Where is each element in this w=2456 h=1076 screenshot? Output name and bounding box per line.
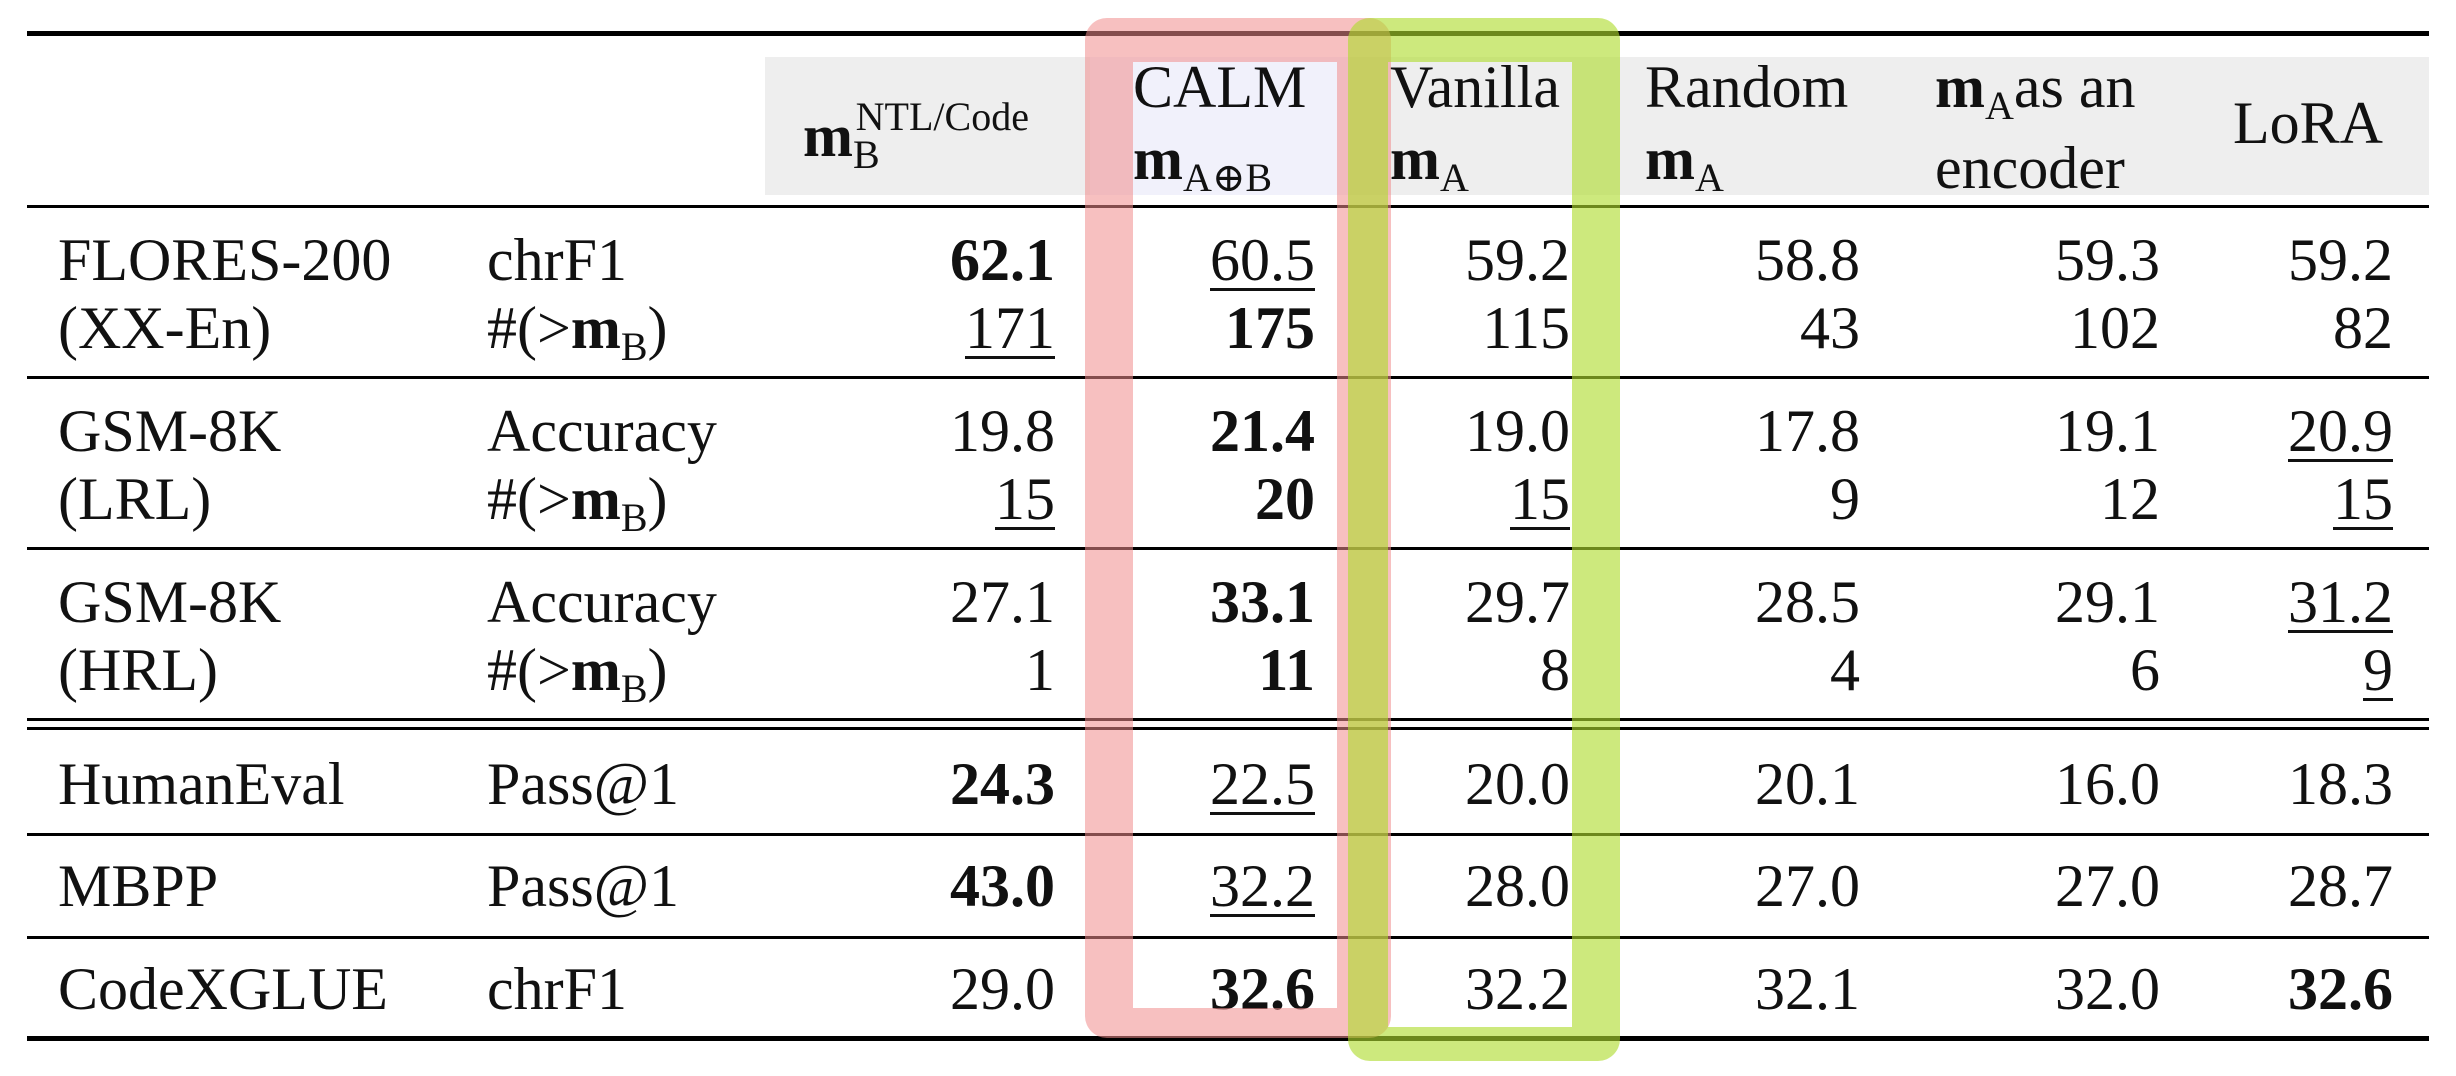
value-cell: 59.2 — [2288, 227, 2393, 293]
row-rule — [27, 936, 2429, 939]
value-cell: 19.0 — [1465, 398, 1570, 464]
dataset-label: MBPP — [58, 853, 219, 919]
value-cell: 29.0 — [950, 956, 1055, 1022]
value-cell: 62.1 — [950, 227, 1055, 293]
value-cell: 43 — [1800, 295, 1860, 361]
value-cell: 27.0 — [1755, 853, 1860, 919]
row-rule — [27, 376, 2429, 379]
value-cell: 9 — [2363, 637, 2393, 703]
dataset-label: (LRL) — [58, 466, 212, 532]
value-cell: 32.2 — [1210, 853, 1315, 919]
metric-label: Accuracy — [487, 569, 717, 635]
dataset-label: GSM-8K — [58, 398, 282, 464]
header-encoder: mAas an encoder — [1935, 54, 2136, 201]
vanilla-highlight-box — [1348, 18, 1620, 1061]
calm-highlight-box — [1085, 18, 1391, 1038]
metric-label: #(>mB) — [487, 637, 668, 711]
value-cell: 8 — [1540, 637, 1570, 703]
metric-label: chrF1 — [487, 227, 627, 293]
row-rule — [27, 547, 2429, 550]
metric-label: Pass@1 — [487, 751, 679, 817]
value-cell: 32.2 — [1465, 956, 1570, 1022]
value-cell: 20.9 — [2288, 398, 2393, 464]
value-cell: 22.5 — [1210, 751, 1315, 817]
value-cell: 59.3 — [2055, 227, 2160, 293]
bottom-rule — [27, 1036, 2429, 1041]
header-lora: LoRA — [2233, 90, 2383, 156]
dataset-label: FLORES-200 — [58, 227, 392, 293]
value-cell: 43.0 — [950, 853, 1055, 919]
value-cell: 32.0 — [2055, 956, 2160, 1022]
value-cell: 6 — [2130, 637, 2160, 703]
value-cell: 21.4 — [1210, 398, 1315, 464]
header-shade-mb — [765, 57, 1090, 195]
value-cell: 32.1 — [1755, 956, 1860, 1022]
value-cell: 27.0 — [2055, 853, 2160, 919]
value-cell: 28.7 — [2288, 853, 2393, 919]
value-cell: 15 — [995, 466, 1055, 532]
value-cell: 20 — [1255, 466, 1315, 532]
value-cell: 175 — [1225, 295, 1315, 361]
value-cell: 33.1 — [1210, 569, 1315, 635]
header-calm: CALM mA⊕B — [1133, 54, 1307, 200]
metric-label: Pass@1 — [487, 853, 679, 919]
header-rule — [27, 205, 2429, 208]
row-rule — [27, 833, 2429, 836]
value-cell: 17.8 — [1755, 398, 1860, 464]
value-cell: 31.2 — [2288, 569, 2393, 635]
header-shade-rest — [1350, 57, 2429, 195]
metric-label: #(>mB) — [487, 295, 668, 369]
value-cell: 32.6 — [2288, 956, 2393, 1022]
value-cell: 82 — [2333, 295, 2393, 361]
value-cell: 15 — [1510, 466, 1570, 532]
value-cell: 28.5 — [1755, 569, 1860, 635]
value-cell: 19.8 — [950, 398, 1055, 464]
value-cell: 18.3 — [2288, 751, 2393, 817]
value-cell: 29.7 — [1465, 569, 1570, 635]
value-cell: 9 — [1830, 466, 1860, 532]
dataset-label: GSM-8K — [58, 569, 282, 635]
row-rule — [27, 727, 2429, 730]
value-cell: 11 — [1258, 637, 1315, 703]
value-cell: 60.5 — [1210, 227, 1315, 293]
value-cell: 102 — [2070, 295, 2160, 361]
value-cell: 20.1 — [1755, 751, 1860, 817]
value-cell: 171 — [965, 295, 1055, 361]
value-cell: 12 — [2100, 466, 2160, 532]
value-cell: 27.1 — [950, 569, 1055, 635]
row-rule — [27, 718, 2429, 721]
value-cell: 16.0 — [2055, 751, 2160, 817]
metric-label: chrF1 — [487, 956, 627, 1022]
value-cell: 58.8 — [1755, 227, 1860, 293]
dataset-label: HumanEval — [58, 751, 345, 817]
value-cell: 59.2 — [1465, 227, 1570, 293]
dataset-label: CodeXGLUE — [58, 956, 388, 1022]
header-shade-calm — [1090, 57, 1350, 195]
value-cell: 29.1 — [2055, 569, 2160, 635]
header-random: Random mA — [1645, 54, 1849, 200]
metric-label: #(>mB) — [487, 466, 668, 540]
metric-label: Accuracy — [487, 398, 717, 464]
value-cell: 115 — [1482, 295, 1570, 361]
dataset-label: (XX-En) — [58, 295, 272, 361]
value-cell: 20.0 — [1465, 751, 1570, 817]
value-cell: 4 — [1830, 637, 1860, 703]
header-mb: mBNTL/Code — [803, 94, 1029, 177]
value-cell: 28.0 — [1465, 853, 1570, 919]
value-cell: 19.1 — [2055, 398, 2160, 464]
value-cell: 1 — [1025, 637, 1055, 703]
dataset-label: (HRL) — [58, 637, 218, 703]
value-cell: 15 — [2333, 466, 2393, 532]
header-vanilla: Vanilla mA — [1390, 54, 1560, 200]
value-cell: 24.3 — [950, 751, 1055, 817]
